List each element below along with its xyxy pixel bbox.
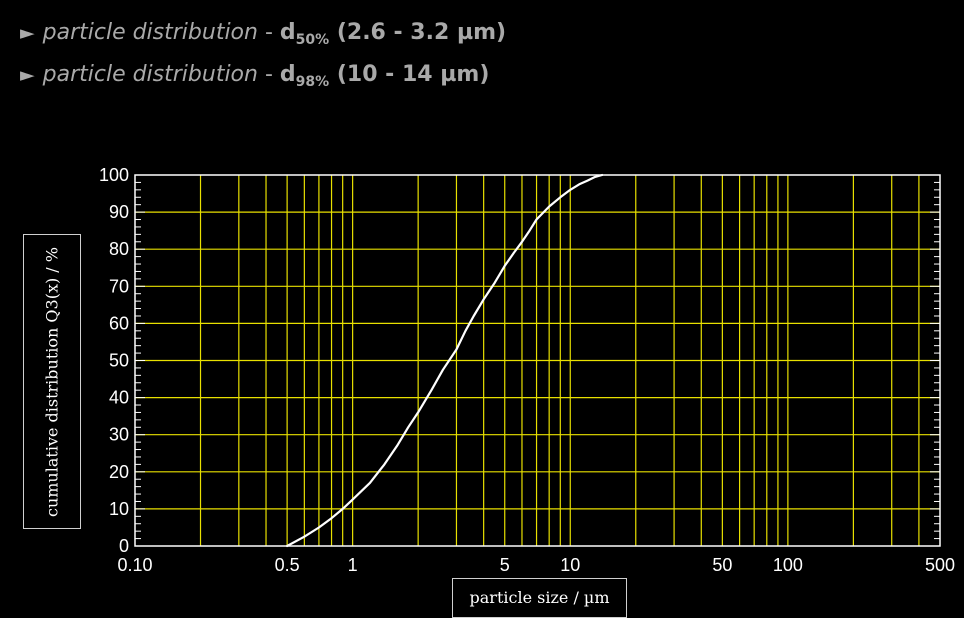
x-tick-label: 100 [773, 555, 803, 575]
y-tick-label: 20 [109, 462, 129, 482]
y-axis-label-box: cumulative distribution Q3(x) / % [23, 234, 81, 529]
bullet-d50[interactable]: ► particle distribution - d50% (2.6 - 3.2… [20, 14, 506, 56]
y-tick-label: 0 [119, 536, 129, 556]
cumulative-distribution-line [286, 173, 604, 548]
right-triangle-arrow-icon: ► [20, 22, 35, 44]
y-tick-label: 30 [109, 425, 129, 445]
x-tick-label: 0.5 [275, 555, 300, 575]
y-tick-label: 90 [109, 202, 129, 222]
y-tick-label: 70 [109, 276, 129, 296]
x-tick-label: 0.10 [117, 555, 152, 575]
x-tick-label: 50 [712, 555, 732, 575]
bullet-metric-subscript: 98% [295, 74, 330, 90]
bullet-list: ► particle distribution - d50% (2.6 - 3.2… [20, 14, 506, 98]
bullet-description: particle distribution [42, 62, 258, 87]
x-tick-label: 500 [925, 555, 955, 575]
x-tick-label: 10 [560, 555, 580, 575]
y-tick-label: 100 [99, 165, 129, 185]
x-axis-label-box: particle size / µm [452, 578, 627, 618]
bullet-range: (2.6 - 3.2 µm) [329, 20, 507, 45]
bullet-metric-subscript: 50% [295, 32, 330, 48]
y-axis-label: cumulative distribution Q3(x) / % [42, 246, 62, 517]
x-tick-label: 5 [500, 555, 510, 575]
bullet-range: (10 - 14 µm) [329, 62, 490, 87]
y-tick-label: 60 [109, 313, 129, 333]
y-tick-label: 10 [109, 499, 129, 519]
y-tick-label: 50 [109, 351, 129, 371]
bullet-separator: - [257, 62, 280, 87]
bullet-metric: d98% [279, 62, 330, 90]
bullet-separator: - [257, 20, 280, 45]
bullet-description: particle distribution [42, 20, 258, 45]
right-triangle-arrow-icon: ► [20, 64, 35, 86]
y-tick-label: 80 [109, 239, 129, 259]
y-tick-label: 40 [109, 388, 129, 408]
x-tick-label: 1 [348, 555, 358, 575]
bullet-metric: d50% [279, 20, 330, 48]
bullet-d98[interactable]: ► particle distribution - d98% (10 - 14 µ… [20, 56, 506, 98]
x-axis-label: particle size / µm [469, 588, 610, 607]
